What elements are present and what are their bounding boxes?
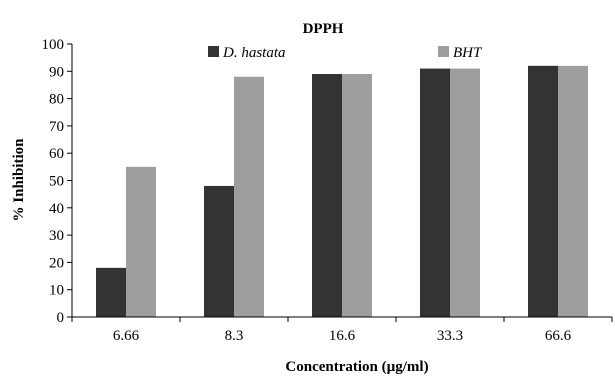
legend-label-bht: BHT [453,45,483,61]
legend-label-d-hastata: D. hastata [222,45,286,61]
x-tick-label: 6.66 [113,328,140,344]
y-axis-label: % Inhibition [11,138,27,222]
bar-bht-66-6 [558,65,588,317]
y-tick-label: 20 [49,255,64,271]
x-tick-label: 33.3 [437,328,463,344]
y-tick-label: 30 [49,228,64,244]
bar-d-hastata-8-3 [204,185,234,317]
x-axis-label: Concentration (µg/ml) [285,359,428,375]
bar-d-hastata-6-66 [96,267,126,317]
bar-d-hastata-16-6 [312,74,342,317]
bar-d-hastata-66-6 [528,65,558,317]
x-axis-ticks: 6.66 8.3 16.6 33.3 66.6 [71,317,613,344]
y-tick-label: 50 [49,174,64,190]
bar-bht-8-3 [234,76,264,317]
y-tick-label: 10 [49,283,64,299]
y-tick-label: 40 [49,201,64,217]
y-tick-label: 70 [49,119,64,135]
y-tick-label: 90 [49,64,64,80]
bar-bht-33-3 [450,68,480,317]
chart-title: DPPH [303,21,344,37]
x-tick-label: 16.6 [329,328,356,344]
y-tick-label: 0 [57,310,65,326]
legend: D. hastata BHT [208,45,483,61]
bar-bht-16-6 [342,74,372,317]
y-axis-ticks: 0 10 20 30 40 50 60 70 80 90 100 [42,37,72,326]
y-tick-label: 80 [49,92,64,108]
x-tick-label: 66.6 [545,328,572,344]
x-tick-label: 8.3 [225,328,244,344]
bar-d-hastata-33-3 [420,68,450,317]
y-tick-label: 100 [42,37,65,53]
bars [96,65,588,317]
legend-swatch-d-hastata [208,46,219,57]
legend-swatch-bht [438,46,449,57]
bar-bht-6-66 [126,166,156,317]
y-tick-label: 60 [49,146,64,162]
